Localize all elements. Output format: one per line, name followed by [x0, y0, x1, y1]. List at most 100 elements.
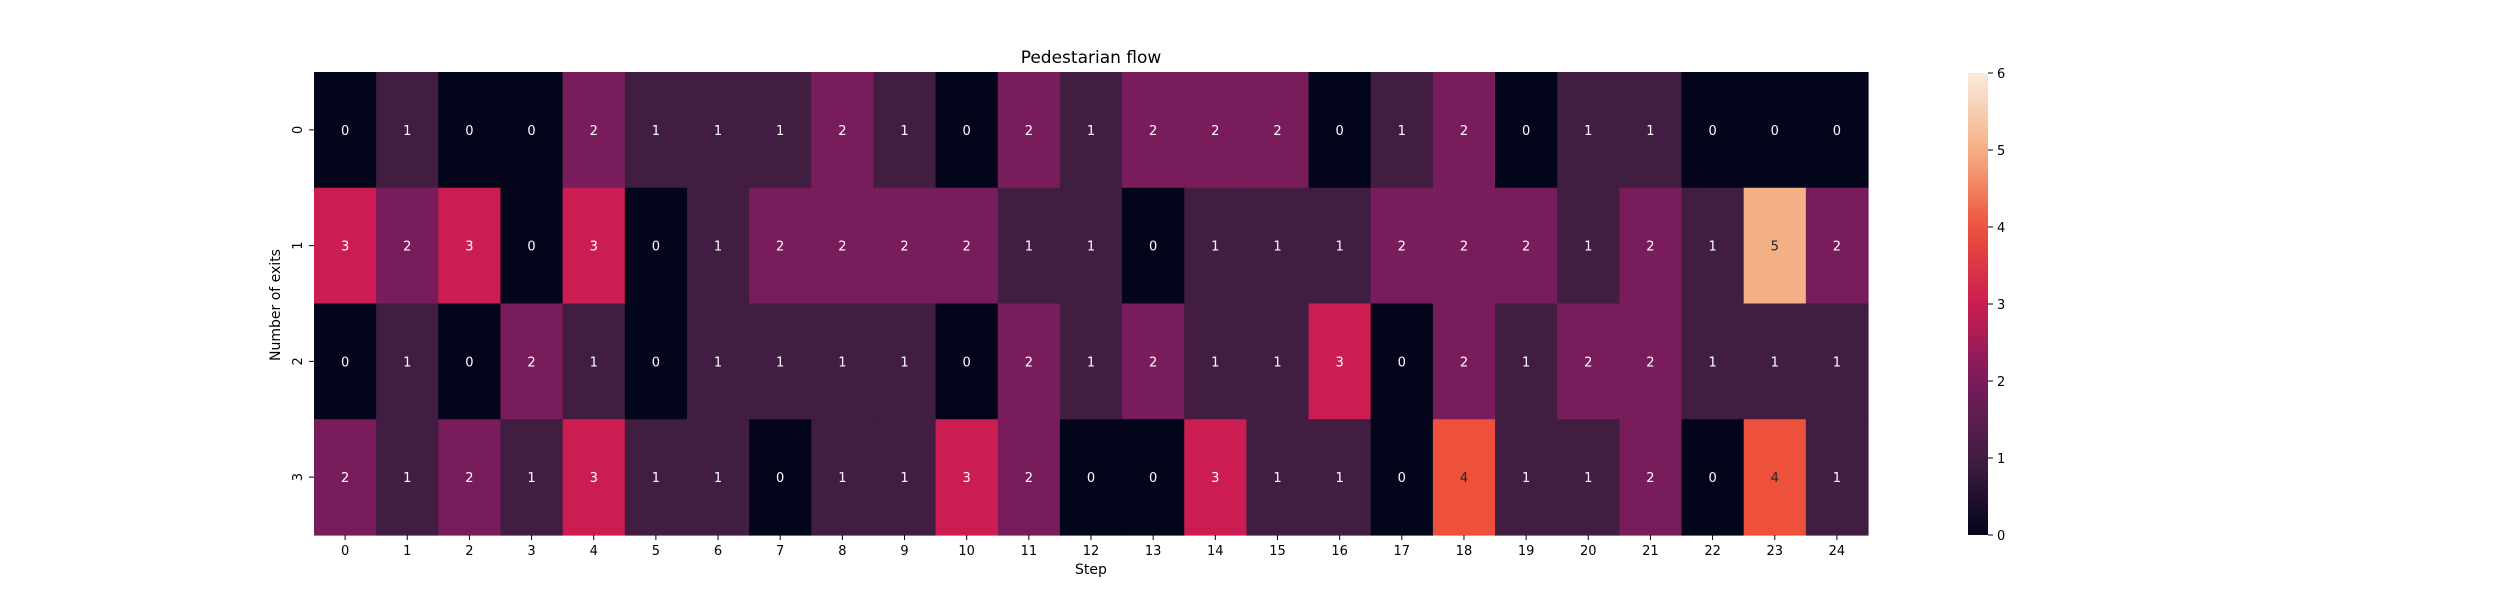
heatmap-cell — [1184, 303, 1247, 420]
cell-value-label: 3 — [1211, 471, 1219, 486]
x-tick-label: 1 — [403, 544, 411, 559]
heatmap-cell — [624, 303, 688, 420]
heatmap-cell — [376, 419, 439, 536]
cell-value-label: 1 — [1335, 240, 1343, 255]
heatmap-cell — [1122, 187, 1185, 305]
heatmap-cell — [749, 187, 812, 305]
colorbar-gradient — [1968, 73, 1988, 535]
heatmap-cell — [873, 72, 937, 189]
cell-value-label: 2 — [1646, 240, 1654, 255]
x-tick-label: 10 — [958, 544, 975, 559]
x-tick-label: 13 — [1145, 544, 1162, 559]
heatmap-cell — [376, 72, 439, 189]
heatmap-cell — [376, 303, 439, 420]
cell-value-label: 1 — [403, 124, 411, 139]
cell-value-label: 1 — [1335, 471, 1343, 486]
cell-value-label: 0 — [1087, 471, 1095, 486]
colorbar-tick-label: 6 — [1997, 67, 2005, 82]
heatmap-cell — [1743, 303, 1807, 420]
cell-value-label: 1 — [714, 240, 722, 255]
heatmap-cell-labels: 0 1 0 0 2 1 1 1 2 1 0 2 1 2 2 2 0 1 2 0 1 1 0 0 0 3 2 3 0 3 0 1 2 2 2 2 1 1 0 1… — [341, 124, 1841, 486]
cell-value-label: 0 — [527, 124, 535, 139]
heatmap-cell — [749, 303, 812, 420]
cell-value-label: 1 — [1273, 471, 1281, 486]
heatmap-cell — [438, 303, 502, 420]
heatmap-cell — [314, 303, 377, 420]
heatmap-cell — [997, 303, 1061, 420]
heatmap-cell — [686, 187, 750, 305]
cell-value-label: 1 — [403, 471, 411, 486]
heatmap-cell — [1370, 187, 1434, 305]
cell-value-label: 3 — [1335, 355, 1343, 370]
x-tick-label: 7 — [776, 544, 784, 559]
heatmap-cell — [314, 72, 377, 189]
cell-value-label: 2 — [1025, 355, 1033, 370]
cell-value-label: 1 — [1708, 240, 1716, 255]
heatmap-cell — [1184, 419, 1247, 536]
cell-value-label: 0 — [1335, 124, 1343, 139]
cell-value-label: 0 — [465, 124, 473, 139]
cell-value-label: 0 — [341, 124, 349, 139]
cell-value-label: 2 — [1460, 355, 1468, 370]
cell-value-label: 1 — [838, 471, 846, 486]
cell-value-label: 2 — [1149, 355, 1157, 370]
heatmap-cell — [1619, 72, 1683, 189]
cell-value-label: 1 — [1273, 240, 1281, 255]
heatmap-cell — [1557, 303, 1620, 420]
heatmap-cell — [1743, 419, 1807, 536]
cell-value-label: 1 — [652, 471, 660, 486]
cell-value-label: 1 — [1708, 355, 1716, 370]
cell-value-label: 2 — [900, 240, 908, 255]
cell-value-label: 1 — [1646, 124, 1654, 139]
cell-value-label: 1 — [1211, 355, 1219, 370]
heatmap-cell — [1122, 419, 1185, 536]
heatmap-cell — [314, 419, 377, 536]
heatmap-cells — [314, 72, 1869, 536]
cell-value-label: 1 — [1087, 240, 1095, 255]
x-tick-label: 2 — [465, 544, 473, 559]
heatmap-cell — [873, 303, 937, 420]
colorbar-tick-label: 5 — [1997, 144, 2005, 159]
cell-value-label: 1 — [1771, 355, 1779, 370]
heatmap-cell — [811, 187, 875, 305]
heatmap-cell — [1370, 419, 1434, 536]
cell-value-label: 1 — [900, 355, 908, 370]
cell-value-label: 1 — [900, 471, 908, 486]
colorbar-tick-label: 0 — [1997, 529, 2005, 544]
heatmap-cell — [1308, 187, 1372, 305]
heatmap-cell — [376, 187, 439, 305]
cell-value-label: 1 — [652, 124, 660, 139]
heatmap-cell — [1432, 303, 1496, 420]
heatmap-cell — [1743, 72, 1807, 189]
y-tick-label: 3 — [291, 473, 306, 481]
heatmap-cell — [1805, 72, 1869, 189]
cell-value-label: 0 — [1708, 124, 1716, 139]
cell-value-label: 2 — [776, 240, 784, 255]
x-tick-label: 9 — [900, 544, 908, 559]
cell-value-label: 1 — [1584, 240, 1592, 255]
heatmap-cell — [1681, 303, 1745, 420]
heatmap-cell — [1122, 303, 1185, 420]
heatmap-cell — [562, 303, 626, 420]
heatmap-cell — [1122, 72, 1185, 189]
cell-value-label: 0 — [465, 355, 473, 370]
cell-value-label: 2 — [1025, 124, 1033, 139]
heatmap-cell — [873, 187, 937, 305]
heatmap-cell — [1246, 72, 1310, 189]
heatmap-cell — [1681, 187, 1745, 305]
cell-value-label: 3 — [590, 240, 598, 255]
heatmap-cell — [1805, 187, 1869, 305]
heatmap-cell — [1495, 419, 1558, 536]
cell-value-label: 2 — [403, 240, 411, 255]
cell-value-label: 1 — [1398, 124, 1406, 139]
cell-value-label: 2 — [1646, 471, 1654, 486]
cell-value-label: 0 — [341, 355, 349, 370]
y-tick-label: 1 — [291, 241, 306, 249]
heatmap-cell — [686, 303, 750, 420]
x-axis-ticks: 0 1 2 3 4 5 6 7 8 9 10 11 12 13 14 15 16 17 18 19 20 21 22 23 24 — [341, 535, 1845, 559]
heatmap-cell — [1308, 419, 1372, 536]
heatmap-cell — [1059, 303, 1123, 420]
cell-value-label: 3 — [590, 471, 598, 486]
y-axis-label: Number of exits — [268, 249, 284, 361]
